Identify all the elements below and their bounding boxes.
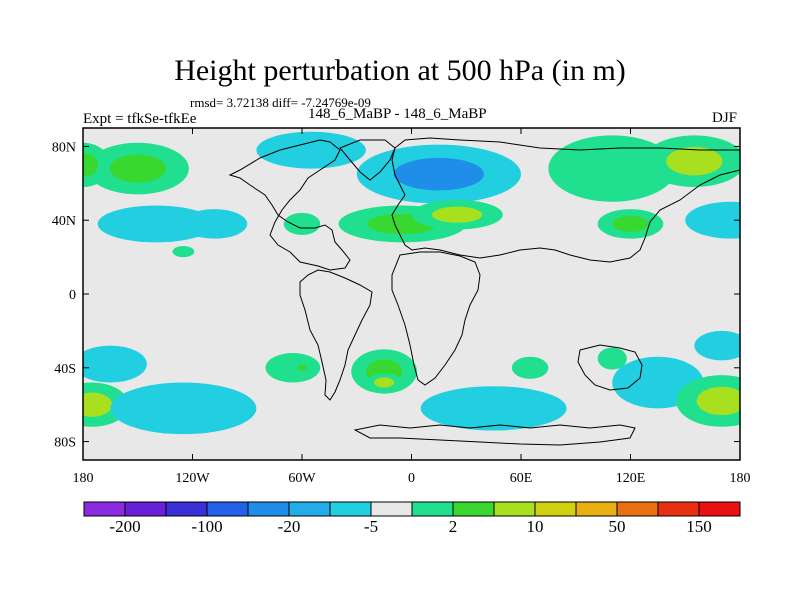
anomaly-core [393, 157, 485, 191]
colorbar-swatch [616, 501, 659, 517]
coastline-greenland [339, 139, 396, 181]
anomaly-core [432, 206, 483, 223]
x-tick-label: 60E [510, 471, 533, 486]
colorbar-label: -20 [278, 517, 301, 536]
anomaly-region [97, 205, 215, 243]
coastline-africa [391, 251, 481, 386]
colorbar-label: -100 [191, 517, 222, 536]
colorbar-swatch [452, 501, 495, 517]
page-title: Height perturbation at 500 hPa (in m) [174, 54, 626, 87]
colorbar-swatch [370, 501, 413, 517]
coastline-australia [577, 344, 643, 391]
season-label: DJF [712, 110, 738, 126]
coastline-south-america [299, 269, 373, 401]
y-tick-label: 80N [52, 140, 76, 155]
colorbar-swatch [657, 501, 700, 517]
colorbar-swatch [83, 501, 126, 517]
anomaly-region [283, 212, 321, 235]
anomaly-core [83, 392, 113, 417]
colorbar-swatch [411, 501, 454, 517]
anomaly-core [666, 146, 723, 176]
anomaly-region [172, 246, 195, 258]
anomaly-core [696, 386, 740, 416]
colorbar-label: 2 [449, 517, 458, 536]
colorbar-swatch [575, 501, 618, 517]
x-tick-label: 0 [408, 471, 415, 486]
anomaly-core [612, 215, 649, 233]
colorbar-label: 10 [527, 517, 544, 536]
coastline-eurasia [391, 137, 740, 263]
anomaly-region [420, 386, 567, 431]
x-tick-label: 120W [175, 471, 210, 486]
colorbar: -200 -100 -20 -5 2 10 50 150 [83, 501, 741, 536]
coastline-antarctica [353, 424, 636, 446]
anomaly-core [109, 154, 166, 183]
anomaly-region [256, 131, 366, 169]
anomaly-contours [83, 131, 740, 435]
comparison-label: 148_6_MaBP - 148_6_MaBP [308, 106, 487, 122]
x-axis: 180 120W 60W 0 60E 120E 180 [73, 128, 751, 486]
x-tick-label: 120E [616, 471, 646, 486]
colorbar-swatch [165, 501, 208, 517]
x-tick-label: 180 [730, 471, 751, 486]
anomaly-core [83, 152, 99, 178]
rmsd-diff-stats: rmsd= 3.72138 diff= -7.24769e-09 [190, 95, 371, 110]
colorbar-swatch [247, 501, 290, 517]
colorbar-swatch [288, 501, 331, 517]
anomaly-region [694, 330, 740, 361]
anomaly-region [685, 201, 740, 239]
colorbar-swatch [493, 501, 536, 517]
y-tick-label: 40N [52, 214, 76, 229]
anomaly-core [374, 377, 395, 388]
anomaly-region [83, 345, 147, 383]
anomaly-region [548, 135, 677, 202]
y-tick-label: 0 [69, 288, 76, 303]
anomaly-region [597, 347, 627, 370]
colorbar-label: -5 [364, 517, 378, 536]
coastline-north-america [228, 139, 351, 271]
colorbar-label: 150 [686, 517, 712, 536]
anomaly-region [110, 382, 257, 435]
x-tick-label: 60W [288, 471, 316, 486]
colorbar-swatch [329, 501, 372, 517]
colorbar-swatch [206, 501, 249, 517]
colorbar-swatch [534, 501, 577, 517]
experiment-label: Expt = tfkSe-tfkEe [83, 111, 197, 127]
x-tick-label: 180 [73, 471, 94, 486]
y-tick-label: 40S [54, 362, 76, 377]
y-tick-label: 80S [54, 436, 76, 451]
colorbar-label: 50 [609, 517, 626, 536]
y-axis: 80N 40N 0 40S 80S [52, 140, 740, 451]
anomaly-region [511, 356, 549, 379]
coastlines [228, 137, 740, 446]
colorbar-swatch [698, 501, 741, 517]
colorbar-swatch [124, 501, 167, 517]
anomaly-core [296, 364, 308, 371]
anomaly-region [181, 209, 248, 239]
colorbar-label: -200 [109, 517, 140, 536]
